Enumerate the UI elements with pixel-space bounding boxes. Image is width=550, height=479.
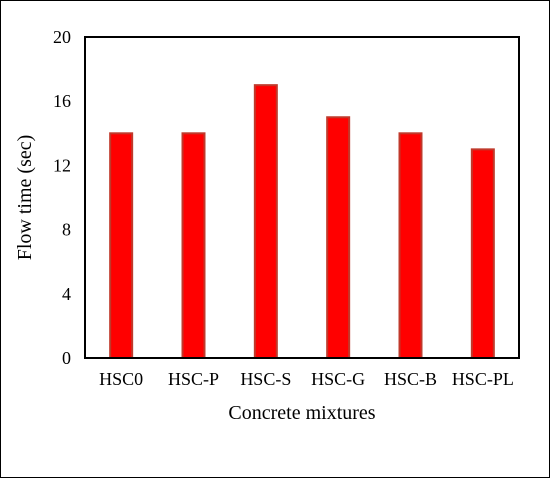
y-axis-ticks: 0 4 8 12 16 20 [53,27,71,368]
x-tick-label: HSC-G [311,369,365,389]
x-tick-label: HSC0 [99,369,143,389]
x-tick-label: HSC-P [168,369,219,389]
bars-group [109,84,495,360]
x-axis-title: Concrete mixtures [228,402,375,424]
bar-hsc-s [253,84,278,360]
y-tick-label: 16 [53,91,71,111]
bar-hsc-g [326,116,351,359]
plot-area-border [84,36,520,359]
y-tick-label: 4 [62,284,71,304]
x-tick-label: HSC-S [240,369,291,389]
y-tick-label: 8 [62,220,71,240]
x-axis-ticks: HSC0 HSC-P HSC-S HSC-G HSC-B HSC-PL [99,369,514,389]
y-tick-label: 20 [53,27,71,47]
x-tick-label: HSC-B [384,369,437,389]
y-tick-label: 12 [53,155,71,175]
bar-hsc-pl [470,148,495,359]
bar-hsc-p [181,132,206,359]
x-tick-label: HSC-PL [452,369,514,389]
y-tick-label: 0 [62,348,71,368]
y-axis-title: Flow time (sec) [14,135,36,261]
bar-hsc-b [398,132,423,359]
bar-hsc0 [109,132,134,359]
